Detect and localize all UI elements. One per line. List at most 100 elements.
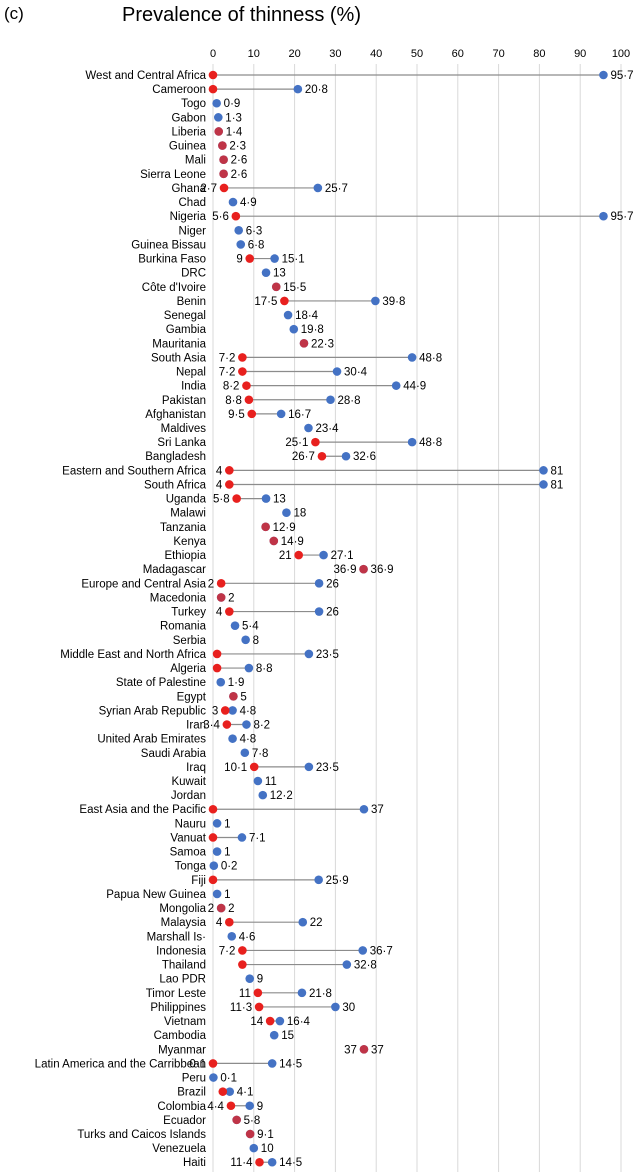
low-value-label: 37 xyxy=(344,1044,357,1056)
high-value-label: 1 xyxy=(224,847,230,859)
category-label: Ethiopia xyxy=(164,550,206,562)
high-value-label: 21·8 xyxy=(309,988,332,1000)
high-value-dot xyxy=(253,776,263,786)
category-label: Iraq xyxy=(186,762,206,774)
low-value-label: 8·2 xyxy=(223,381,240,393)
x-tick-label: 70 xyxy=(492,48,504,60)
high-value-dot xyxy=(261,268,271,277)
low-value-label: 3·4 xyxy=(203,720,220,732)
high-value-dot xyxy=(407,437,417,447)
low-value-dot xyxy=(214,127,224,136)
high-value-label: 36·7 xyxy=(370,945,393,957)
high-value-label: 23·5 xyxy=(316,762,339,774)
high-value-label: 4·1 xyxy=(237,1087,254,1099)
category-label: Syrian Arab Republic xyxy=(99,705,207,717)
category-label: East Asia and the Pacific xyxy=(79,804,206,816)
high-value-dot xyxy=(275,1016,285,1026)
high-value-label: 18 xyxy=(293,508,306,520)
high-value-label: 20·8 xyxy=(305,84,328,96)
high-value-label: 81 xyxy=(550,479,563,491)
high-value-label: 0·1 xyxy=(220,1073,237,1085)
low-value-label: 4 xyxy=(216,479,223,491)
high-value-label: 30·4 xyxy=(344,367,368,379)
high-value-label: 2·6 xyxy=(231,169,248,181)
low-value-label: 10·1 xyxy=(224,762,247,774)
high-value-dot xyxy=(209,861,219,871)
high-value-dot xyxy=(212,847,222,856)
low-value-label: 2·7 xyxy=(200,183,217,195)
x-tick-label: 80 xyxy=(533,48,545,60)
high-value-label: 1·3 xyxy=(225,112,242,124)
category-label: Nauru xyxy=(175,818,206,830)
category-label: Guinea Bissau xyxy=(131,239,206,251)
high-value-label: 2 xyxy=(228,592,234,604)
category-label: Pakistan xyxy=(162,395,206,407)
high-value-label: 28·8 xyxy=(338,395,361,407)
low-value-dot xyxy=(208,833,218,842)
high-value-label: 0·9 xyxy=(224,98,241,110)
high-value-dot xyxy=(276,409,286,419)
high-value-label: 14·5 xyxy=(279,1058,302,1070)
low-value-dot xyxy=(311,437,320,447)
high-value-dot xyxy=(342,960,352,969)
category-label: South Asia xyxy=(151,352,207,364)
high-value-label: 32·6 xyxy=(353,451,376,463)
high-value-label: 0·2 xyxy=(221,861,238,873)
low-value-label: 5·8 xyxy=(213,494,230,506)
category-label: Fiji xyxy=(191,875,206,887)
high-value-dot xyxy=(319,550,328,560)
high-value-label: 25·7 xyxy=(325,183,348,195)
low-value-label: 8·8 xyxy=(225,395,242,407)
high-value-label: 16·7 xyxy=(288,409,311,421)
high-value-dot xyxy=(241,635,250,645)
category-label: Algeria xyxy=(170,663,206,675)
category-label: Iran xyxy=(186,720,206,732)
high-value-label: 8 xyxy=(253,635,259,647)
high-value-label: 8·2 xyxy=(253,720,270,732)
high-value-dot xyxy=(293,84,303,94)
category-label: Chad xyxy=(179,197,207,209)
low-value-dot xyxy=(219,183,229,193)
high-value-label: 18·4 xyxy=(295,310,319,322)
category-label: Benin xyxy=(177,296,206,308)
category-label: Ecuador xyxy=(163,1115,206,1127)
low-value-label: 9 xyxy=(236,254,242,266)
high-value-label: 22·3 xyxy=(311,338,334,350)
high-value-dot xyxy=(214,113,223,122)
category-label: Turks and Caicos Islands xyxy=(77,1129,206,1141)
high-value-label: 23·4 xyxy=(315,423,339,435)
high-value-label: 48·8 xyxy=(419,437,442,449)
category-label: Kuwait xyxy=(171,776,206,788)
low-value-dot xyxy=(253,988,263,998)
high-value-label: 95·7 xyxy=(610,211,633,223)
category-label: Indonesia xyxy=(156,945,206,957)
high-value-dot xyxy=(245,1101,255,1111)
high-value-label: 25·9 xyxy=(326,875,349,887)
high-value-label: 95·7 xyxy=(610,70,633,82)
low-value-label: 17·5 xyxy=(254,296,277,308)
high-value-dot xyxy=(240,748,250,758)
high-value-dot xyxy=(228,197,238,207)
high-value-label: 7·1 xyxy=(249,832,266,844)
category-label: Macedonia xyxy=(150,592,207,604)
high-value-label: 22 xyxy=(310,917,323,929)
x-tick-label: 30 xyxy=(329,48,341,60)
category-label: Romania xyxy=(160,621,207,633)
low-value-dot xyxy=(254,1002,264,1012)
high-value-dot xyxy=(237,833,247,842)
low-value-dot xyxy=(212,663,222,673)
high-value-label: 44·9 xyxy=(403,381,426,393)
low-value-label: 2 xyxy=(208,903,214,915)
high-value-dot xyxy=(304,423,313,433)
category-label: Saudi Arabia xyxy=(141,748,207,760)
low-value-dot xyxy=(247,409,257,419)
low-value-dot xyxy=(255,1157,264,1167)
high-value-label: 19·8 xyxy=(301,324,324,336)
low-value-label: 0·1 xyxy=(189,1058,206,1070)
low-value-dot xyxy=(299,338,309,348)
x-tick-label: 0 xyxy=(210,48,216,60)
category-label: Middle East and North Africa xyxy=(60,649,206,661)
category-label: Haiti xyxy=(183,1157,206,1169)
low-value-dot xyxy=(225,480,234,489)
high-value-dot xyxy=(539,466,548,475)
